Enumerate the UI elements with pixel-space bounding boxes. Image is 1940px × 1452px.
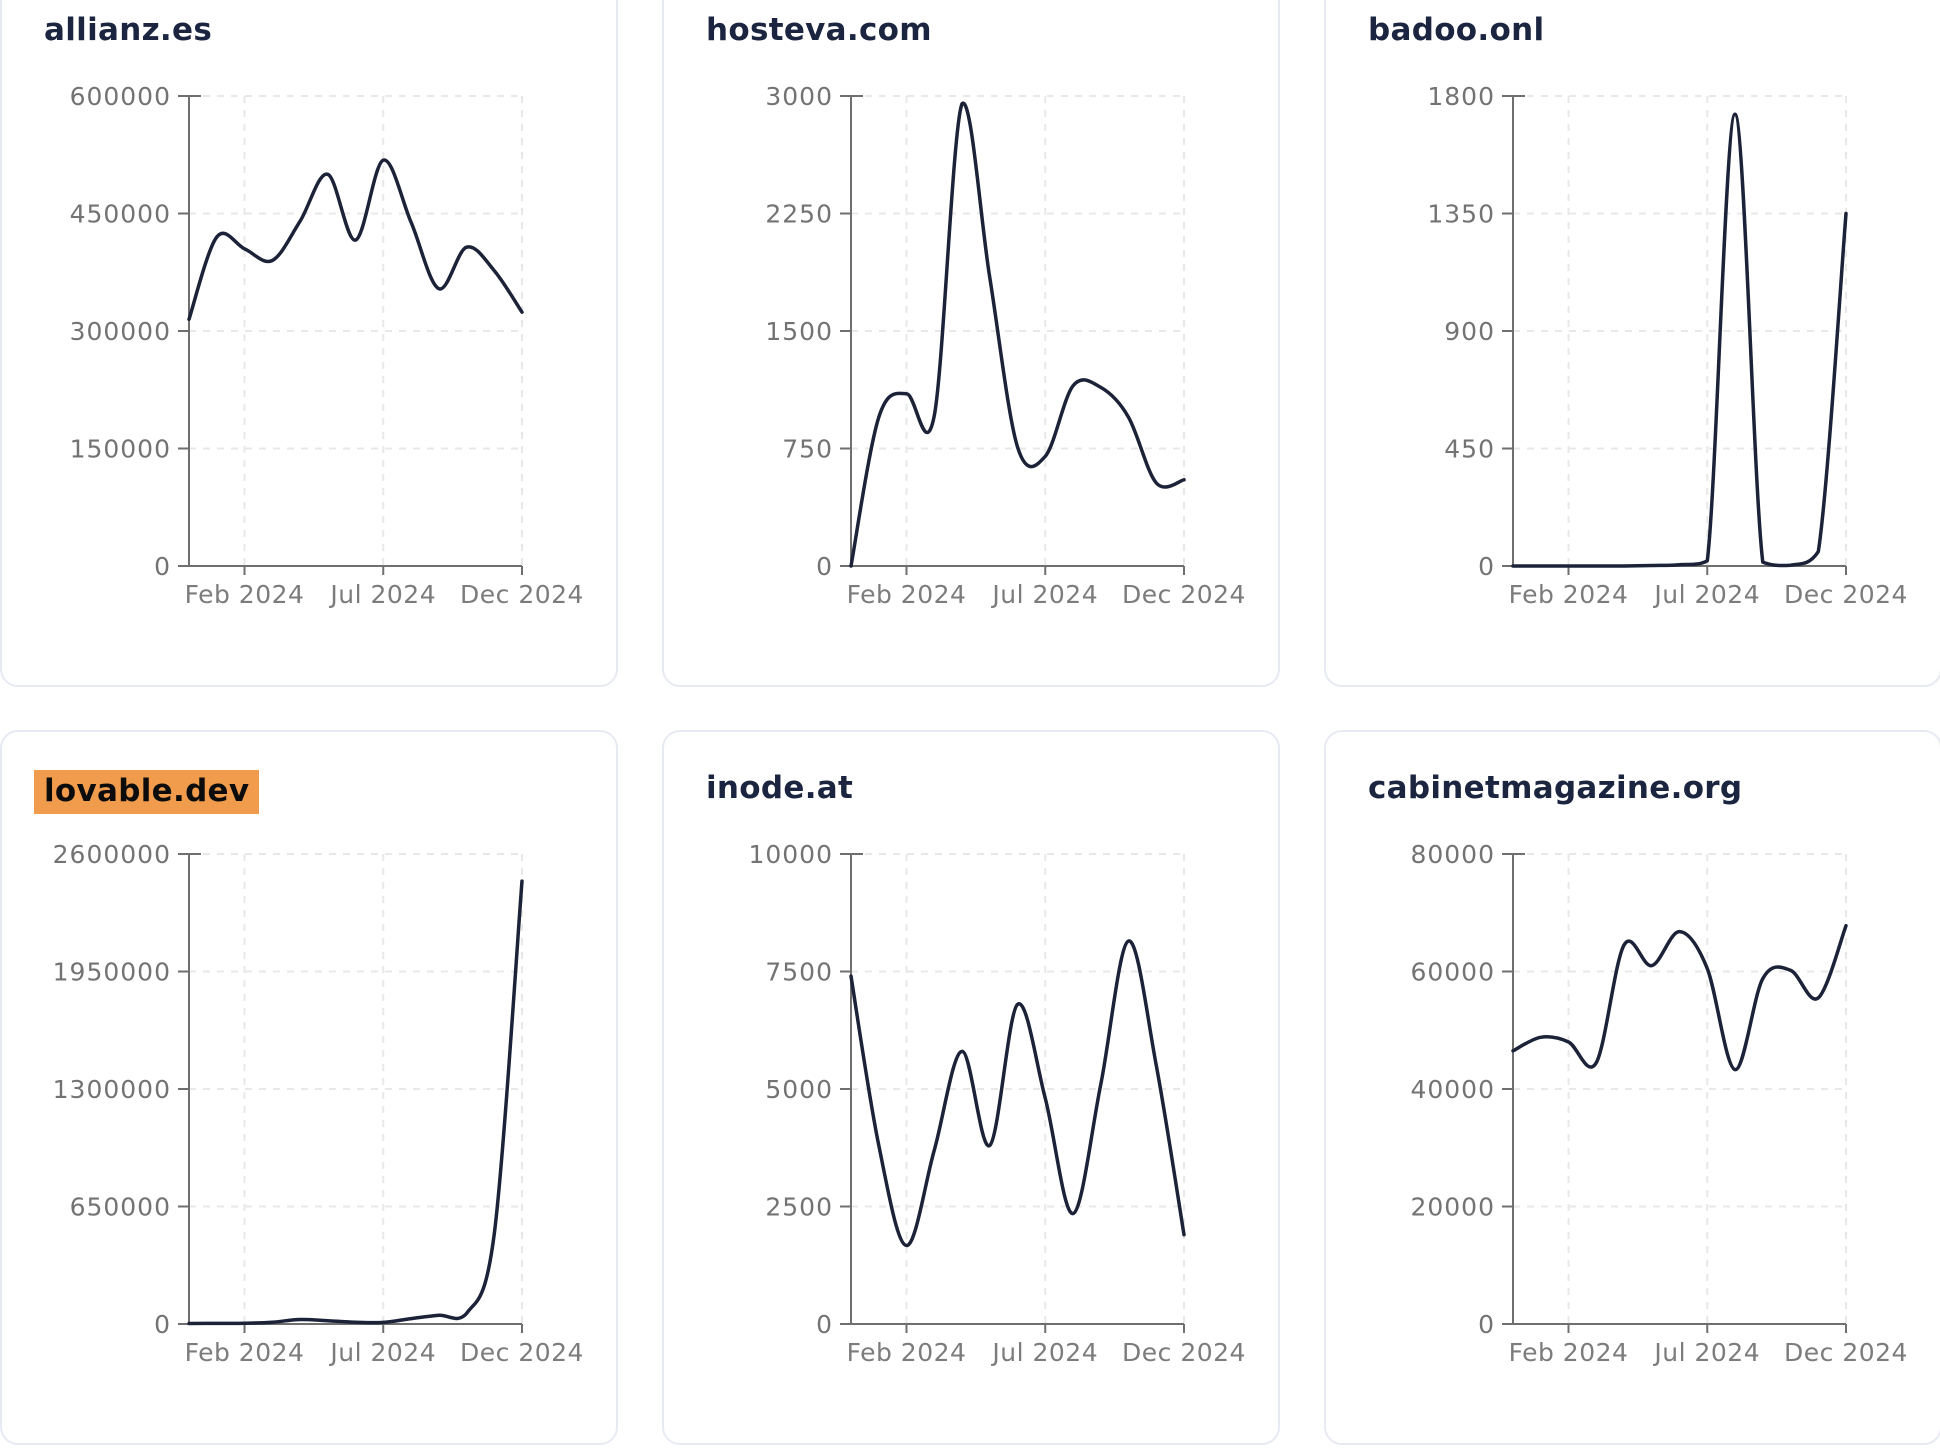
x-tick-label: Feb 2024 [1509, 1338, 1629, 1367]
gridlines [1513, 853, 1847, 1324]
x-tick-label: Dec 2024 [460, 580, 584, 609]
x-tick-label: Feb 2024 [185, 580, 305, 609]
x-tick-label: Jul 2024 [328, 580, 436, 609]
tick-labels: 0 650000 1300000 1950000 2600000 Feb 2024 Jul … [53, 840, 584, 1367]
y-tick-label: 0 [154, 552, 171, 581]
y-tick-label: 2250 [765, 200, 833, 229]
chart-title: lovable.dev [34, 770, 260, 814]
y-tick-label: 0 [154, 1310, 171, 1339]
gridlines [1513, 95, 1847, 566]
tick-labels: 0 20000 40000 60000 80000 Feb 2024 Jul 2024 Dec… [1410, 840, 1908, 1367]
chart-title: inode.at [706, 770, 853, 806]
chart-card-cabinetmagazine.org: 0 20000 40000 60000 80000 Feb 2024 Jul 2024 Dec… [1324, 730, 1940, 1445]
axes [1502, 853, 1847, 1333]
domain-name-label: inode.at [706, 770, 854, 806]
x-tick-label: Dec 2024 [1784, 1338, 1908, 1367]
domain-name-label: badoo.onl [1368, 12, 1545, 48]
x-tick-label: Dec 2024 [1122, 580, 1246, 609]
gridlines [851, 853, 1185, 1324]
tick-labels: 0 2500 5000 7500 10000 Feb 2024 Jul 2024 Dec 20… [748, 840, 1246, 1367]
y-tick-label: 3000 [765, 82, 833, 111]
tick-labels: 0 450 900 1350 1800 Feb 2024 Jul 2024 Dec 2024 [1427, 82, 1908, 609]
x-tick-label: Jul 2024 [328, 1338, 436, 1367]
x-tick-label: Feb 2024 [847, 1338, 967, 1367]
traffic-series-line [849, 101, 1186, 568]
x-tick-label: Jul 2024 [1652, 580, 1760, 609]
y-tick-label: 0 [1478, 552, 1495, 581]
line-chart: 0 650000 1300000 1950000 2600000 Feb 2024 Jul … [53, 840, 584, 1367]
line-chart: 0 750 1500 2250 3000 Feb 2024 Jul 2024 Dec 2024 [765, 82, 1246, 609]
gridlines [189, 95, 523, 566]
y-tick-label: 7500 [765, 958, 833, 987]
chart-title: hosteva.com [706, 12, 932, 48]
gridlines [851, 95, 1185, 566]
line-chart: 0 20000 40000 60000 80000 Feb 2024 Jul 2024 Dec… [1410, 840, 1908, 1367]
y-tick-label: 2500 [765, 1193, 833, 1222]
y-tick-label: 300000 [70, 317, 171, 346]
y-tick-label: 600000 [70, 82, 171, 111]
chart-title: cabinetmagazine.org [1368, 770, 1742, 806]
domain-name-label: hosteva.com [706, 12, 932, 48]
x-tick-label: Jul 2024 [990, 580, 1098, 609]
y-tick-label: 80000 [1410, 840, 1495, 869]
axes [178, 853, 523, 1333]
chart-card-allianz.es: 0 150000 300000 450000 600000 Feb 2024 Jul 202… [0, 0, 618, 687]
y-tick-label: 5000 [765, 1075, 833, 1104]
x-tick-label: Dec 2024 [460, 1338, 584, 1367]
y-tick-label: 1350 [1427, 200, 1495, 229]
traffic-series-line [849, 939, 1186, 1248]
x-tick-label: Feb 2024 [1509, 580, 1629, 609]
x-tick-label: Feb 2024 [185, 1338, 305, 1367]
y-tick-label: 1500 [765, 317, 833, 346]
y-tick-label: 0 [1478, 1310, 1495, 1339]
y-tick-label: 20000 [1410, 1193, 1495, 1222]
chart-title: badoo.onl [1368, 12, 1544, 48]
chart-card-inode.at: 0 2500 5000 7500 10000 Feb 2024 Jul 2024 Dec 20… [662, 730, 1280, 1445]
y-tick-label: 450000 [70, 200, 171, 229]
axes [178, 95, 523, 575]
tick-labels: 0 750 1500 2250 3000 Feb 2024 Jul 2024 Dec 2024 [765, 82, 1246, 609]
traffic-series-line [187, 158, 524, 321]
traffic-series-line [187, 879, 524, 1326]
x-tick-label: Dec 2024 [1122, 1338, 1246, 1367]
chart-card-lovable.dev: 0 650000 1300000 1950000 2600000 Feb 2024 Jul … [0, 730, 618, 1445]
y-tick-label: 1800 [1427, 82, 1495, 111]
y-tick-label: 0 [816, 1310, 833, 1339]
traffic-series-line [1511, 112, 1848, 568]
chart-title: allianz.es [44, 12, 212, 48]
y-tick-label: 900 [1444, 317, 1495, 346]
axes [840, 95, 1185, 575]
x-tick-label: Jul 2024 [990, 1338, 1098, 1367]
chart-card-badoo.onl: 0 450 900 1350 1800 Feb 2024 Jul 2024 Dec 2024 … [1324, 0, 1940, 687]
y-tick-label: 2600000 [53, 840, 171, 869]
y-tick-label: 40000 [1410, 1075, 1495, 1104]
axes [1502, 95, 1847, 575]
y-tick-label: 750 [782, 435, 833, 464]
y-tick-label: 10000 [748, 840, 833, 869]
line-chart: 0 2500 5000 7500 10000 Feb 2024 Jul 2024 Dec 20… [748, 840, 1246, 1367]
domain-name-label: cabinetmagazine.org [1368, 770, 1743, 806]
x-tick-label: Feb 2024 [847, 580, 967, 609]
line-chart: 0 150000 300000 450000 600000 Feb 2024 Jul 202… [70, 82, 584, 609]
chart-card-hosteva.com: 0 750 1500 2250 3000 Feb 2024 Jul 2024 Dec 2024… [662, 0, 1280, 687]
y-tick-label: 1950000 [53, 958, 171, 987]
tick-labels: 0 150000 300000 450000 600000 Feb 2024 Jul 202… [70, 82, 584, 609]
y-tick-label: 60000 [1410, 958, 1495, 987]
domain-name-label: lovable.dev [34, 770, 260, 814]
y-tick-label: 650000 [70, 1193, 171, 1222]
traffic-series-line [1511, 923, 1848, 1072]
axes [840, 853, 1185, 1333]
y-tick-label: 0 [816, 552, 833, 581]
y-tick-label: 1300000 [53, 1075, 171, 1104]
x-tick-label: Jul 2024 [1652, 1338, 1760, 1367]
line-chart: 0 450 900 1350 1800 Feb 2024 Jul 2024 Dec 2024 [1427, 82, 1908, 609]
y-tick-label: 150000 [70, 435, 171, 464]
gridlines [189, 853, 523, 1324]
y-tick-label: 450 [1444, 435, 1495, 464]
x-tick-label: Dec 2024 [1784, 580, 1908, 609]
domain-name-label: allianz.es [44, 12, 213, 48]
